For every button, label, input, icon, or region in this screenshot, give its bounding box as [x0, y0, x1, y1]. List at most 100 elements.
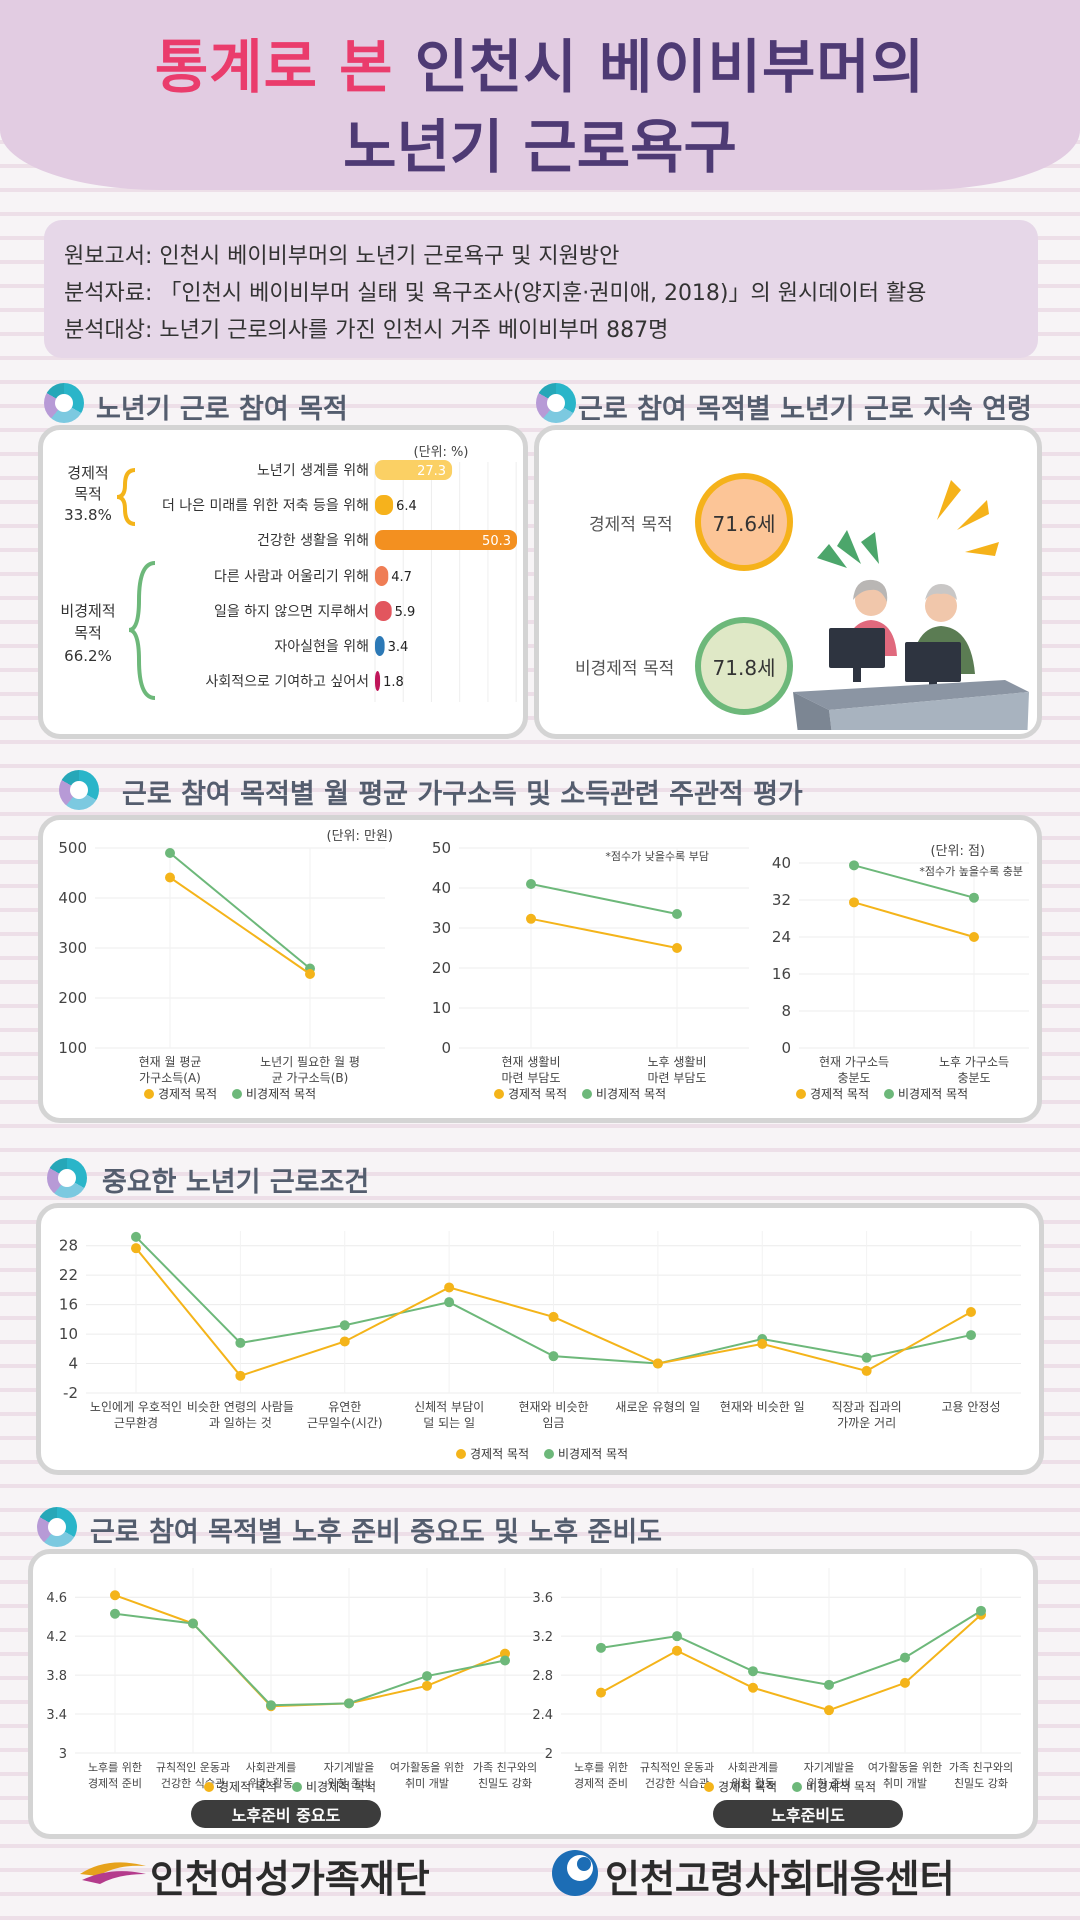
- data-point: [849, 860, 859, 871]
- purpose-unit: (단위: %): [414, 445, 469, 460]
- bar: [375, 460, 453, 480]
- legend-label: 비경제적 목적: [806, 1780, 876, 1794]
- group1-pct: 33.8%: [64, 506, 112, 524]
- group2-name1: 비경제적: [60, 602, 115, 620]
- x-tick-label: 직장과 집과의: [832, 1400, 902, 1414]
- x-tick-label: 균 가구소득(B): [272, 1071, 349, 1085]
- data-point: [266, 1700, 276, 1711]
- bar-category-label: 건강한 생활을 위해: [257, 533, 369, 549]
- section3-title: 근로 참여 목적별 월 평균 가구소득 및 소득관련 주관적 평가: [122, 779, 803, 810]
- x-tick-label: 덜 되는 일: [423, 1416, 475, 1430]
- data-point: [422, 1680, 432, 1691]
- y-tick-label: 24: [772, 928, 791, 946]
- retirement-panel: 3 3.4 3.8 4.2 4.6 노후를 위한 경제적 준비 규칙적인 운동과 건강한 식습관…: [28, 1549, 1038, 1839]
- data-point: [344, 1698, 354, 1709]
- data-point: [861, 1365, 872, 1376]
- data-point: [500, 1655, 510, 1666]
- x-tick-label: 취미 개발: [405, 1777, 449, 1790]
- y-tick-label: 40: [432, 879, 451, 897]
- data-point: [900, 1652, 910, 1663]
- section1-title: 노년기 근로 참여 목적: [96, 394, 348, 425]
- data-point: [339, 1336, 350, 1347]
- x-tick-label: 여가활동을 위한: [390, 1760, 464, 1774]
- x-tick-label: 친밀도 강화: [478, 1777, 532, 1790]
- section4-title: 중요한 노년기 근로조건: [102, 1167, 370, 1198]
- bar: [375, 530, 517, 550]
- data-point: [444, 1282, 455, 1293]
- legend-marker: [204, 1782, 214, 1792]
- x-tick-label: 노후 가구소득: [939, 1055, 1009, 1069]
- x-tick-label: 위한 준비: [327, 1777, 371, 1790]
- x-tick-label: 현재 월 평균: [139, 1055, 202, 1069]
- x-tick-label: 마련 부담도: [501, 1071, 560, 1085]
- x-tick-label: 현재와 비슷한: [518, 1400, 588, 1414]
- chart-unit: (단위: 점): [930, 844, 985, 859]
- legend-label: 비경제적 목적: [596, 1087, 666, 1101]
- x-tick-label: 규칙적인 운동과: [640, 1761, 714, 1774]
- bar: [375, 566, 389, 586]
- x-tick-label: 노후 생활비: [647, 1055, 706, 1069]
- continuation-age-panel: 경제적 목적 71.6세 비경제적 목적 71.8세: [534, 425, 1042, 739]
- legend-label: 비경제적 목적: [898, 1087, 968, 1101]
- bar-category-label: 사회적으로 기여하고 싶어서: [206, 674, 369, 690]
- y-tick-label: 32: [772, 891, 791, 909]
- y-tick-label: 3.6: [532, 1591, 553, 1606]
- foundation-logo-mark: [80, 1862, 146, 1884]
- bar-value-label: 50.3: [482, 534, 511, 549]
- nonecon-age-label: 비경제적 목적: [575, 659, 675, 679]
- y-tick-label: 16: [59, 1296, 78, 1314]
- series-line: [600, 1613, 982, 1712]
- x-tick-label: 노후를 위한: [88, 1761, 142, 1774]
- data-point: [305, 969, 315, 979]
- series-line: [169, 876, 311, 975]
- chart-note: *점수가 높을수록 충분: [919, 865, 1023, 878]
- x-tick-label: 근무환경: [114, 1416, 158, 1430]
- data-point: [900, 1677, 910, 1688]
- legend-marker: [544, 1449, 554, 1459]
- data-point: [976, 1605, 986, 1616]
- series-line: [853, 864, 975, 899]
- section-icon: [536, 383, 576, 423]
- seniors-at-desk-illustration: [793, 480, 1029, 730]
- pill-readiness: 노후준비도: [713, 1800, 903, 1828]
- y-tick-label: 50: [432, 839, 451, 857]
- legend-marker: [792, 1782, 802, 1792]
- info-target: 분석대상: 노년기 근로의사를 가진 인천시 거주 베이비부머 887명: [64, 318, 669, 343]
- section-icon: [37, 1507, 77, 1547]
- pill-importance: 노후준비 중요도: [191, 1800, 381, 1828]
- x-tick-label: 경제적 준비: [574, 1777, 628, 1790]
- data-point: [548, 1351, 559, 1362]
- data-point: [422, 1671, 432, 1682]
- data-point: [235, 1337, 246, 1348]
- x-tick-label: 가족 친구와의: [949, 1761, 1013, 1774]
- data-point: [672, 1645, 682, 1656]
- data-point: [526, 913, 536, 924]
- y-tick-label: -2: [63, 1384, 78, 1402]
- y-tick-label: 8: [781, 1002, 791, 1020]
- series-line: [114, 1594, 506, 1708]
- x-tick-label: 위한 활동: [731, 1776, 775, 1790]
- y-tick-label: 2.8: [532, 1669, 553, 1684]
- x-tick-label: 가까운 거리: [837, 1416, 896, 1430]
- title-rest: 인천시 베이비부머의: [393, 33, 926, 101]
- data-point: [596, 1642, 606, 1653]
- data-point: [849, 897, 859, 908]
- bar-value-label: 3.4: [388, 640, 409, 655]
- data-point: [672, 943, 682, 953]
- x-tick-label: 노년기 필요한 월 평: [260, 1055, 360, 1069]
- legend-marker: [292, 1782, 302, 1792]
- y-tick-label: 100: [58, 1039, 87, 1057]
- series-line: [530, 883, 678, 915]
- x-tick-label: 비슷한 연령의 사람들: [187, 1400, 294, 1414]
- x-tick-label: 충분도: [957, 1071, 990, 1085]
- data-point: [969, 892, 979, 903]
- x-tick-label: 마련 부담도: [647, 1071, 706, 1085]
- data-point: [861, 1352, 872, 1363]
- page-title-line1: 통계로 본 인천시 베이비부머의: [0, 20, 1080, 104]
- series-line: [114, 1612, 506, 1707]
- bar: [375, 495, 394, 515]
- source-info-box: 원보고서: 인천시 베이비부머의 노년기 근로욕구 및 지원방안 분석자료: 「…: [44, 220, 1038, 358]
- x-tick-label: 임금: [542, 1416, 564, 1430]
- x-tick-label: 새로운 유형의 일: [615, 1400, 700, 1414]
